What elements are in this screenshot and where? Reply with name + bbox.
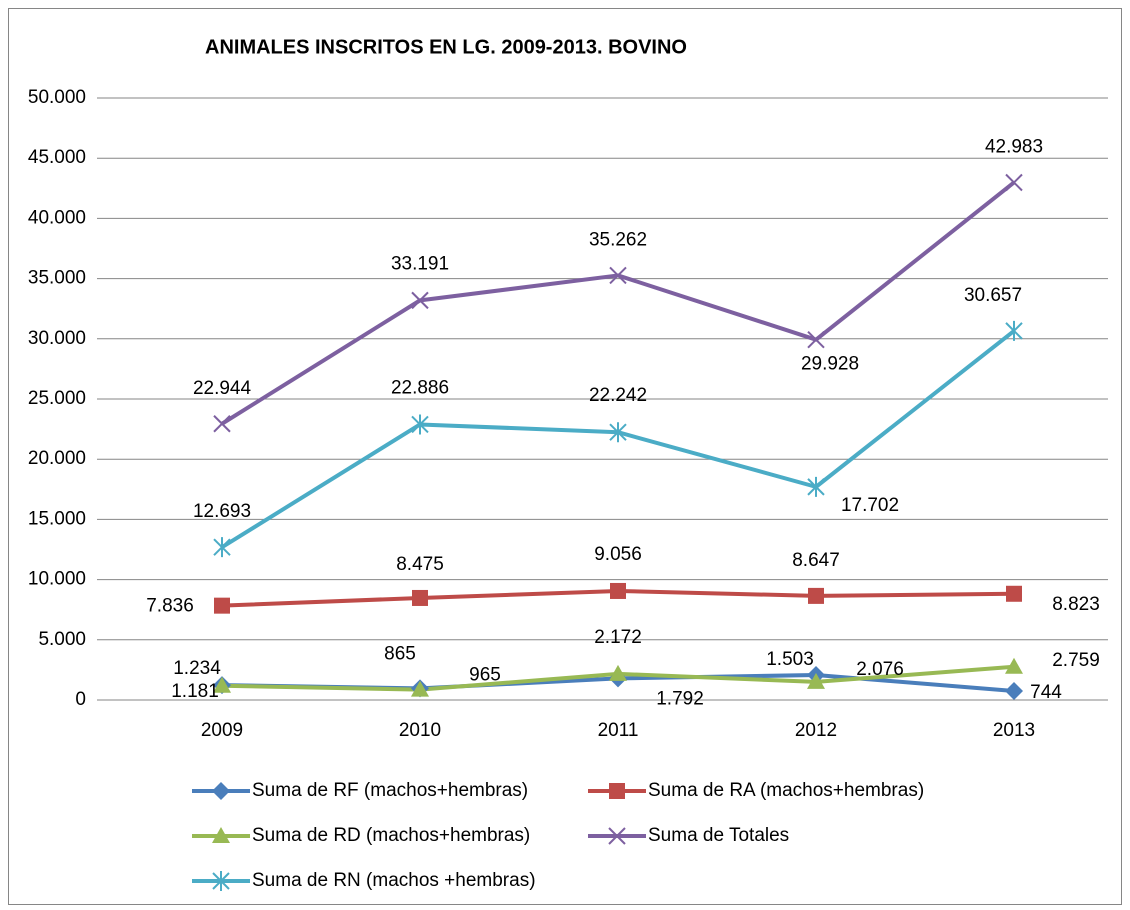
data-label: 2.759 [1052,650,1100,671]
data-label: 12.693 [193,501,251,522]
marker [214,597,230,614]
legend-label: Suma de RF (machos+hembras) [252,780,528,801]
chart-title: ANIMALES INSCRITOS EN LG. 2009-2013. BOV… [205,36,687,58]
marker [808,587,824,604]
marker [1005,173,1023,192]
marker [609,664,627,681]
data-label: 9.056 [594,544,642,565]
data-label: 22.886 [391,377,449,398]
marker [212,827,230,843]
data-label: 22.944 [193,378,252,399]
y-tick-label: 10.000 [28,569,86,590]
marker [411,291,429,310]
y-tick-label: 45.000 [28,147,86,168]
marker [807,476,825,497]
marker [411,414,429,435]
y-tick-label: 5.000 [38,629,86,650]
data-label: 30.657 [964,285,1022,306]
data-label: 1.503 [766,649,814,670]
marker [213,676,231,693]
legend-label: Suma de RA (machos+hembras) [648,780,924,801]
y-tick-label: 15.000 [28,508,86,529]
data-label: 1.234 [173,658,221,679]
marker [412,589,428,606]
y-tick-label: 50.000 [28,87,86,108]
y-tick-label: 35.000 [28,268,86,289]
marker [1006,585,1022,602]
data-label: 8.823 [1052,594,1100,615]
legend-label: Suma de Totales [648,825,789,846]
data-label: 33.191 [391,253,449,274]
data-label: 2.172 [594,627,642,648]
legend-label: Suma de RD (machos+hembras) [252,825,530,846]
data-label: 22.242 [589,385,647,406]
y-tick-label: 30.000 [28,328,86,349]
y-tick-label: 0 [75,689,86,710]
x-tick-label: 2012 [795,720,837,741]
y-tick-label: 25.000 [28,388,86,409]
data-label: 2.076 [856,659,904,680]
chart-border [8,8,1122,905]
marker [1005,657,1023,674]
marker [1005,320,1023,341]
marker [213,415,231,433]
marker [609,266,627,285]
marker [610,582,626,599]
data-label: 35.262 [589,229,647,250]
data-label: 744 [1030,682,1062,703]
data-label: 8.475 [396,554,444,575]
data-label: 1.792 [656,688,704,709]
y-tick-label: 20.000 [28,448,86,469]
data-label: 8.647 [792,550,840,571]
data-label: 1.181 [171,681,219,702]
marker [609,422,627,443]
marker [212,782,230,800]
marker [213,537,231,558]
legend-label: Suma de RN (machos +hembras) [252,870,536,891]
data-label: 7.836 [146,596,194,617]
data-label: 965 [469,664,501,685]
marker [807,672,825,689]
marker [1005,682,1023,701]
x-tick-label: 2013 [993,720,1035,741]
marker [212,871,230,891]
data-label: 42.983 [985,137,1043,158]
x-tick-label: 2009 [201,720,243,741]
data-label: 865 [384,644,416,665]
data-label: 29.928 [801,354,859,375]
x-tick-label: 2011 [598,720,639,741]
marker [411,680,429,697]
data-label: 17.702 [841,495,899,516]
marker [608,827,626,845]
y-tick-label: 40.000 [28,207,86,228]
marker [609,783,625,799]
marker [807,330,825,349]
x-tick-label: 2010 [399,720,441,741]
